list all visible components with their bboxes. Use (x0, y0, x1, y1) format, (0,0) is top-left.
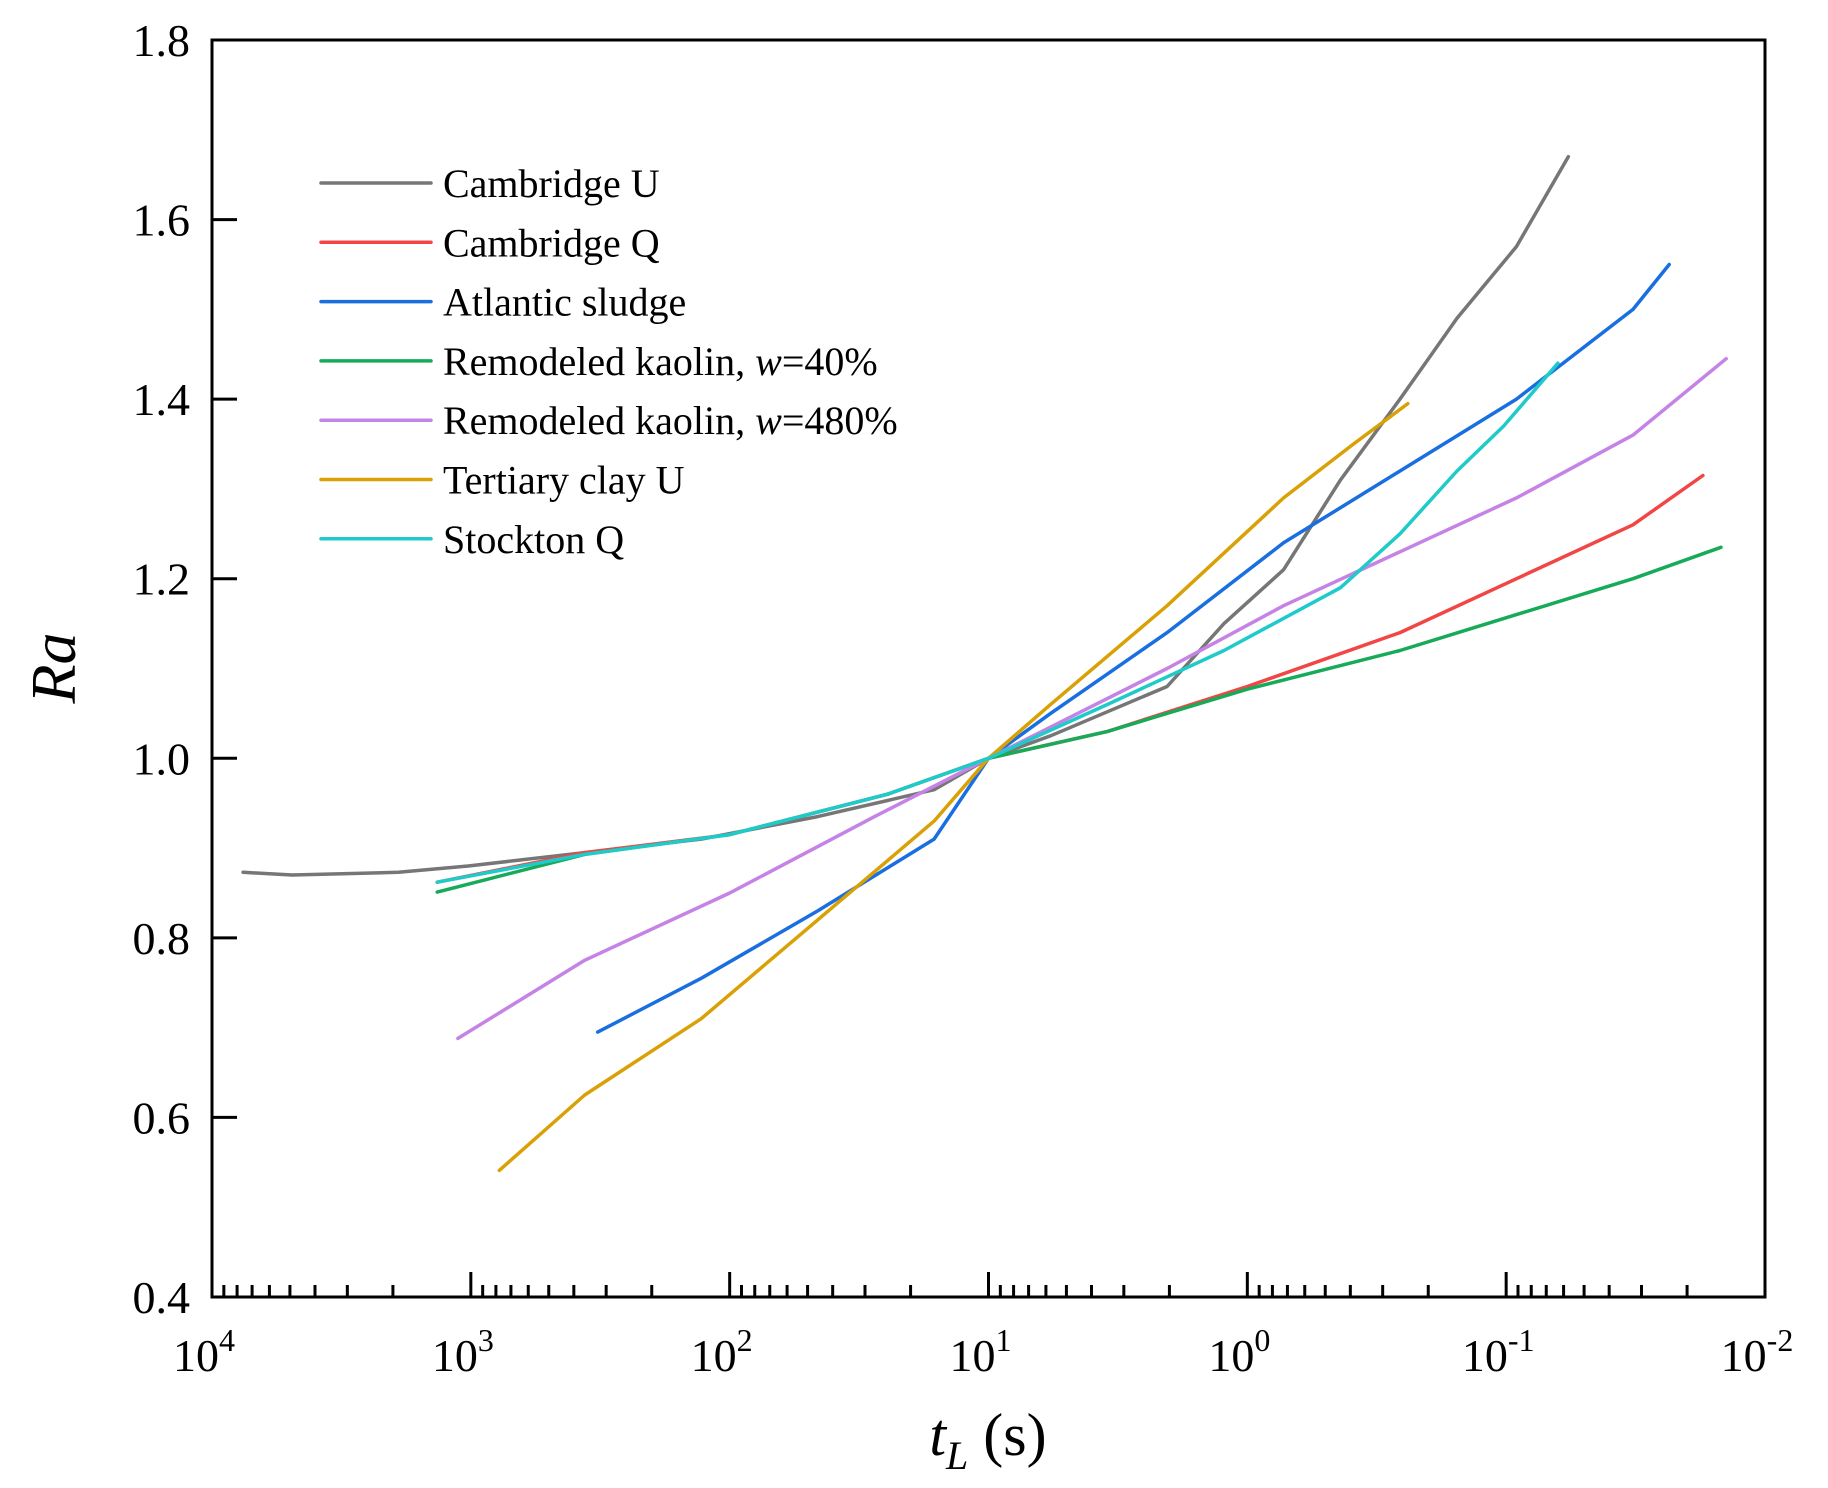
x-axis-label: tL (s) (929, 1402, 1046, 1478)
x-tick-label: 100 (1208, 1322, 1270, 1381)
series-line-6 (497, 401, 1410, 1173)
series-layer (241, 154, 1728, 1173)
x-tick-label: 101 (950, 1322, 1012, 1381)
legend-label: Cambridge Q (443, 220, 660, 265)
y-tick-label: 1.0 (133, 733, 191, 784)
y-tick-label: 1.2 (133, 554, 191, 605)
x-tick-label: 102 (691, 1322, 753, 1381)
x-axis-label-main: t (929, 1402, 947, 1468)
axis-ticks: 0.4 0.6 0.8 1.0 1.2 1.4 1.6 1.8 104 103 102 101 100 1… (133, 15, 1794, 1381)
y-tick-label: 0.8 (133, 913, 191, 964)
legend: Cambridge U Cambridge Q Atlantic sludge Rem… (319, 161, 898, 562)
legend-label: Cambridge U (443, 161, 660, 206)
legend-label: Tertiary clay U (443, 458, 685, 503)
series-line-1 (241, 154, 1571, 877)
y-axis-label: Ra (18, 632, 89, 704)
y-tick-label: 1.8 (133, 15, 191, 66)
legend-label: Remodeled kaolin, w=480% (443, 398, 898, 443)
legend-label: Stockton Q (443, 517, 624, 562)
series-line-3 (595, 262, 1671, 1034)
series-line-4 (435, 545, 1723, 894)
series-line-7 (435, 361, 1560, 884)
series-line-2 (435, 473, 1705, 884)
x-tick-label: 10-2 (1721, 1322, 1794, 1381)
x-axis-label-unit: (s) (968, 1402, 1046, 1468)
y-tick-label: 0.4 (133, 1272, 191, 1323)
x-tick-label: 104 (173, 1322, 235, 1381)
y-tick-label: 0.6 (133, 1092, 191, 1143)
x-tick-label: 103 (432, 1322, 494, 1381)
y-tick-label: 1.6 (133, 195, 191, 246)
x-axis-label-sub: L (945, 1433, 968, 1478)
y-tick-label: 1.4 (133, 374, 191, 425)
x-tick-label: 10-1 (1462, 1322, 1535, 1381)
legend-label: Remodeled kaolin, w=40% (443, 339, 878, 384)
legend-label: Atlantic sludge (443, 280, 686, 325)
series-line-5 (456, 356, 1728, 1041)
